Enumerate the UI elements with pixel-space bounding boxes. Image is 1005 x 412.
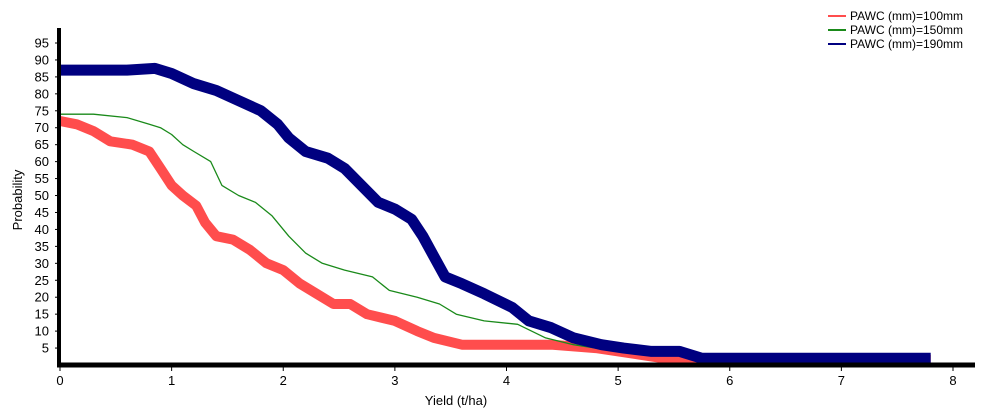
y-tick-label: 60 xyxy=(35,154,49,169)
x-tick-label: 0 xyxy=(56,373,63,388)
y-tick-label: 5 xyxy=(42,341,49,356)
x-tick-label: 8 xyxy=(949,373,956,388)
y-tick-label: 15 xyxy=(35,307,49,322)
y-tick-label: 85 xyxy=(35,69,49,84)
series-line-2 xyxy=(60,113,619,353)
legend-label-2: PAWC (mm)=150mm xyxy=(850,23,963,37)
legend-label-3: PAWC (mm)=190mm xyxy=(850,37,963,51)
y-tick-label: 40 xyxy=(35,222,49,237)
x-tick-label: 1 xyxy=(168,373,175,388)
series-line-3 xyxy=(60,62,931,364)
x-tick-label: 7 xyxy=(838,373,845,388)
x-tick-label: 6 xyxy=(726,373,733,388)
x-axis-label: Yield (t/ha) xyxy=(425,393,487,408)
y-tick-label: 95 xyxy=(35,36,49,51)
y-tick-label: 30 xyxy=(35,256,49,271)
y-tick-label: 70 xyxy=(35,120,49,135)
x-tick-label: 5 xyxy=(615,373,622,388)
x-tick-label: 2 xyxy=(280,373,287,388)
x-tick-label: 3 xyxy=(391,373,398,388)
series-layer xyxy=(59,62,931,367)
y-tick-label: 45 xyxy=(35,205,49,220)
y-tick-label: 35 xyxy=(35,239,49,254)
y-tick-label: 90 xyxy=(35,52,49,67)
x-tick-label: 4 xyxy=(503,373,510,388)
y-tick-label: 10 xyxy=(35,324,49,339)
series-line-1 xyxy=(59,116,931,367)
y-tick-label: 55 xyxy=(35,171,49,186)
y-tick-label: 25 xyxy=(35,273,49,288)
y-tick-label: 50 xyxy=(35,188,49,203)
legend-label-1: PAWC (mm)=100mm xyxy=(850,9,963,23)
y-tick-label: 65 xyxy=(35,137,49,152)
y-tick-label: 75 xyxy=(35,103,49,118)
y-tick-label: 20 xyxy=(35,290,49,305)
x-axis-ticks: 0 1 2 3 4 5 6 7 8 xyxy=(56,365,957,388)
y-axis-label: Probability xyxy=(10,169,25,230)
y-tick-label: 80 xyxy=(35,86,49,101)
